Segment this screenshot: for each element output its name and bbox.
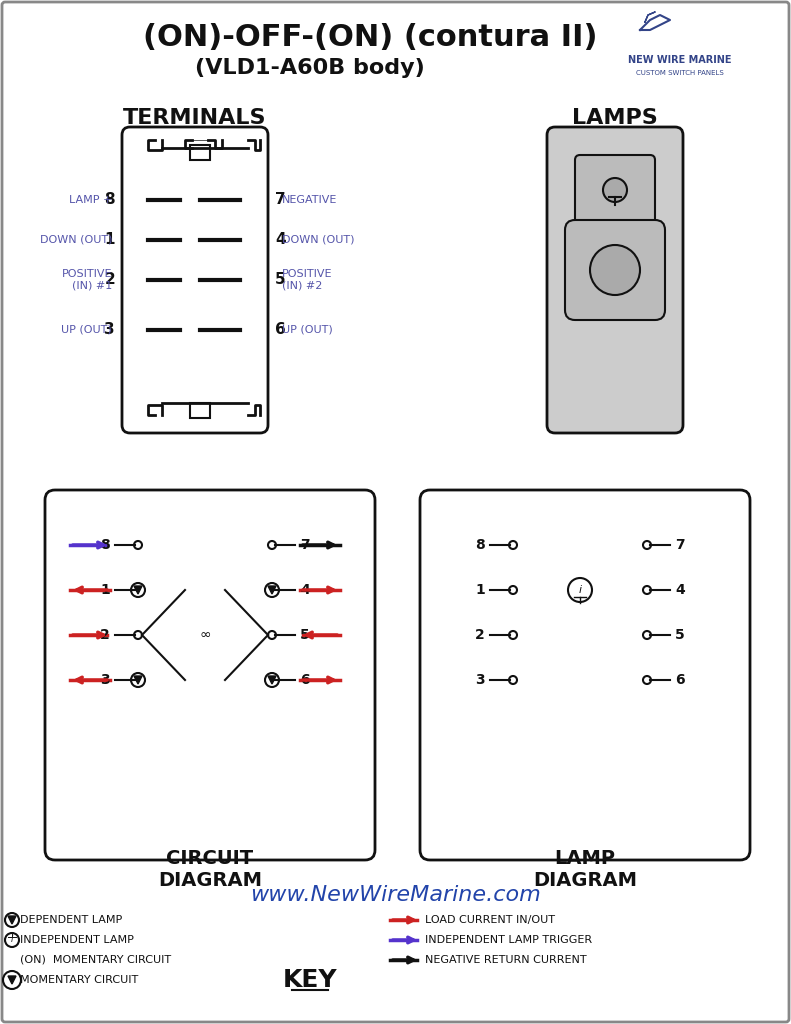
Text: 5: 5 <box>300 628 310 642</box>
Text: DOWN (OUT): DOWN (OUT) <box>282 234 354 245</box>
Circle shape <box>590 245 640 295</box>
Circle shape <box>134 631 142 639</box>
Polygon shape <box>134 586 142 594</box>
Circle shape <box>643 586 651 594</box>
Text: CIRCUIT
DIAGRAM: CIRCUIT DIAGRAM <box>158 850 262 891</box>
Text: TERMINALS: TERMINALS <box>123 108 267 128</box>
Text: 5: 5 <box>675 628 685 642</box>
Circle shape <box>268 541 276 549</box>
Text: UP (OUT): UP (OUT) <box>282 325 333 335</box>
Text: DOWN (OUT): DOWN (OUT) <box>40 234 112 245</box>
Text: 4: 4 <box>275 232 286 248</box>
Text: INDEPENDENT LAMP: INDEPENDENT LAMP <box>20 935 134 945</box>
Text: www.NewWireMarine.com: www.NewWireMarine.com <box>250 885 540 905</box>
Circle shape <box>131 673 145 687</box>
Circle shape <box>509 541 517 549</box>
FancyBboxPatch shape <box>420 490 750 860</box>
Text: POSITIVE
(IN) #1: POSITIVE (IN) #1 <box>62 269 112 291</box>
Text: POSITIVE
(IN) #2: POSITIVE (IN) #2 <box>282 269 332 291</box>
Circle shape <box>643 676 651 684</box>
Text: 8: 8 <box>475 538 485 552</box>
Polygon shape <box>268 676 276 684</box>
Circle shape <box>131 583 145 597</box>
Text: 7: 7 <box>675 538 685 552</box>
Text: LAMPS: LAMPS <box>572 108 658 128</box>
FancyBboxPatch shape <box>547 127 683 433</box>
Text: LOAD CURRENT IN/OUT: LOAD CURRENT IN/OUT <box>425 915 555 925</box>
Text: 8: 8 <box>100 538 110 552</box>
Text: 1: 1 <box>100 583 110 597</box>
Bar <box>190 145 210 160</box>
FancyBboxPatch shape <box>45 490 375 860</box>
Text: (VLD1-A60B body): (VLD1-A60B body) <box>195 58 425 78</box>
Circle shape <box>134 676 142 684</box>
Text: 2: 2 <box>100 628 110 642</box>
Text: 1: 1 <box>475 583 485 597</box>
Text: 8: 8 <box>104 193 115 208</box>
Text: UP (OUT): UP (OUT) <box>61 325 112 335</box>
Circle shape <box>568 578 592 602</box>
Text: LAMP
DIAGRAM: LAMP DIAGRAM <box>533 850 637 891</box>
Polygon shape <box>134 676 142 684</box>
Text: 4: 4 <box>300 583 310 597</box>
Text: i: i <box>578 585 581 595</box>
Polygon shape <box>268 586 276 594</box>
Bar <box>190 403 210 418</box>
Text: (ON)-OFF-(ON) (contura II): (ON)-OFF-(ON) (contura II) <box>142 24 597 52</box>
Circle shape <box>134 586 142 594</box>
Text: NEGATIVE: NEGATIVE <box>282 195 338 205</box>
Text: MOMENTARY CIRCUIT: MOMENTARY CIRCUIT <box>20 975 138 985</box>
Circle shape <box>509 676 517 684</box>
Text: 3: 3 <box>475 673 485 687</box>
Text: 3: 3 <box>104 323 115 338</box>
Circle shape <box>265 673 279 687</box>
Text: 3: 3 <box>100 673 110 687</box>
FancyBboxPatch shape <box>122 127 268 433</box>
FancyBboxPatch shape <box>565 220 665 319</box>
Circle shape <box>268 676 276 684</box>
Text: i: i <box>11 936 13 944</box>
Polygon shape <box>8 916 16 924</box>
Text: 7: 7 <box>300 538 309 552</box>
Text: 4: 4 <box>675 583 685 597</box>
Polygon shape <box>8 976 16 984</box>
Text: 2: 2 <box>475 628 485 642</box>
Circle shape <box>643 631 651 639</box>
Text: 6: 6 <box>675 673 685 687</box>
Circle shape <box>5 913 19 927</box>
FancyBboxPatch shape <box>575 155 655 225</box>
Text: ∞: ∞ <box>199 628 210 642</box>
Text: LAMP +: LAMP + <box>69 195 112 205</box>
Text: CUSTOM SWITCH PANELS: CUSTOM SWITCH PANELS <box>636 70 724 76</box>
Text: 2: 2 <box>104 272 115 288</box>
Circle shape <box>265 583 279 597</box>
Circle shape <box>268 631 276 639</box>
Circle shape <box>5 933 19 947</box>
Circle shape <box>509 586 517 594</box>
Text: INDEPENDENT LAMP TRIGGER: INDEPENDENT LAMP TRIGGER <box>425 935 592 945</box>
Circle shape <box>643 541 651 549</box>
Text: KEY: KEY <box>282 968 337 992</box>
Text: NEW WIRE MARINE: NEW WIRE MARINE <box>628 55 732 65</box>
Circle shape <box>509 631 517 639</box>
Text: 6: 6 <box>300 673 309 687</box>
Text: (ON)  MOMENTARY CIRCUIT: (ON) MOMENTARY CIRCUIT <box>20 955 171 965</box>
Circle shape <box>603 178 627 202</box>
Circle shape <box>134 541 142 549</box>
Text: 7: 7 <box>275 193 286 208</box>
Text: DEPENDENT LAMP: DEPENDENT LAMP <box>20 915 123 925</box>
Text: 6: 6 <box>275 323 286 338</box>
Circle shape <box>268 586 276 594</box>
Text: NEGATIVE RETURN CURRENT: NEGATIVE RETURN CURRENT <box>425 955 587 965</box>
Text: 5: 5 <box>275 272 286 288</box>
Text: 1: 1 <box>104 232 115 248</box>
